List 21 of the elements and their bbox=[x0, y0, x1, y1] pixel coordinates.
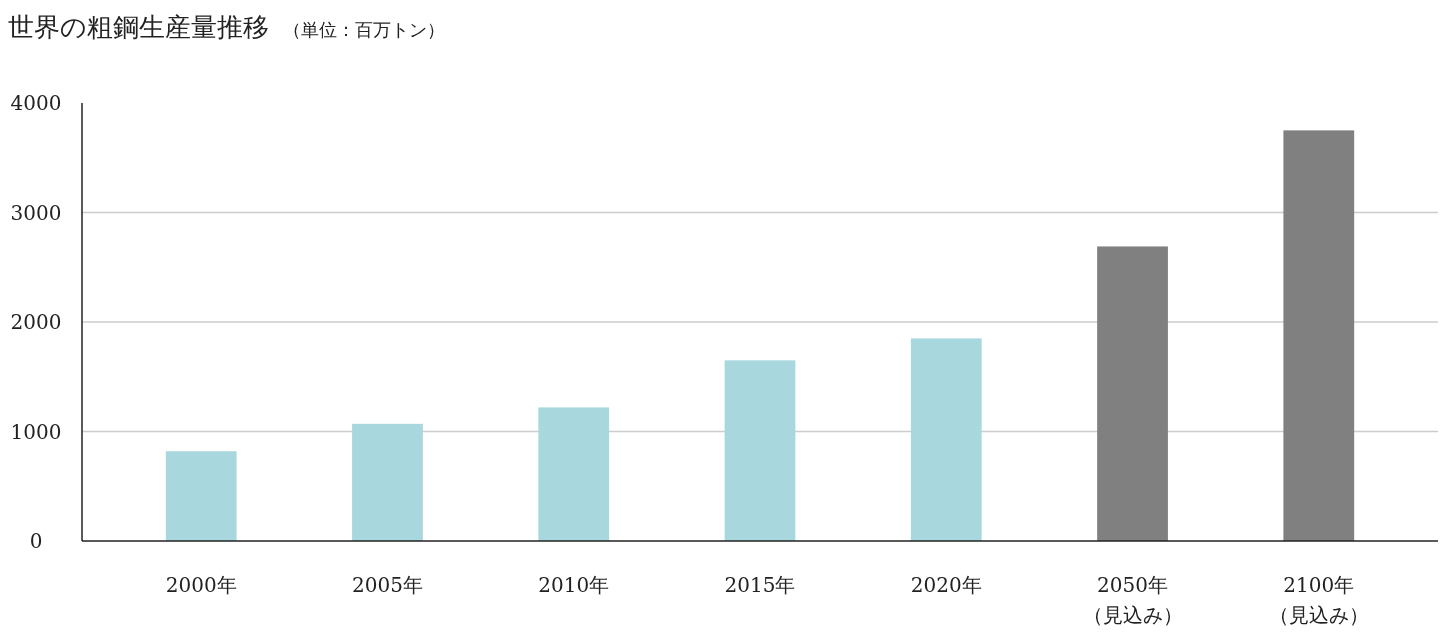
y-tick-label: 3000 bbox=[10, 200, 62, 225]
x-tick-label: 2020年 bbox=[910, 573, 982, 597]
x-tick-label: 2015年 bbox=[724, 573, 796, 597]
bar bbox=[1097, 246, 1168, 541]
x-tick-label: 2050年（見込み） bbox=[1082, 573, 1183, 627]
bar bbox=[910, 338, 982, 541]
bar bbox=[538, 407, 610, 541]
bar bbox=[724, 360, 796, 541]
bar bbox=[352, 423, 423, 541]
chart-subtitle: （単位：百万トン） bbox=[283, 19, 445, 40]
x-tick-label: 2000年 bbox=[165, 573, 237, 597]
x-tick-label: 2010年 bbox=[538, 573, 610, 597]
chart-title: 世界の粗鋼生産量推移 bbox=[8, 12, 269, 42]
bar bbox=[1283, 130, 1355, 541]
y-tick-label: 2000 bbox=[10, 310, 62, 334]
y-tick-label: 4000 bbox=[10, 91, 62, 115]
y-tick-label: 0 bbox=[29, 529, 43, 553]
x-tick-label: 2005年 bbox=[352, 573, 423, 597]
y-tick-label: 1000 bbox=[10, 419, 62, 444]
x-tick-label: 2100年（見込み） bbox=[1268, 573, 1369, 627]
bar bbox=[165, 451, 237, 541]
